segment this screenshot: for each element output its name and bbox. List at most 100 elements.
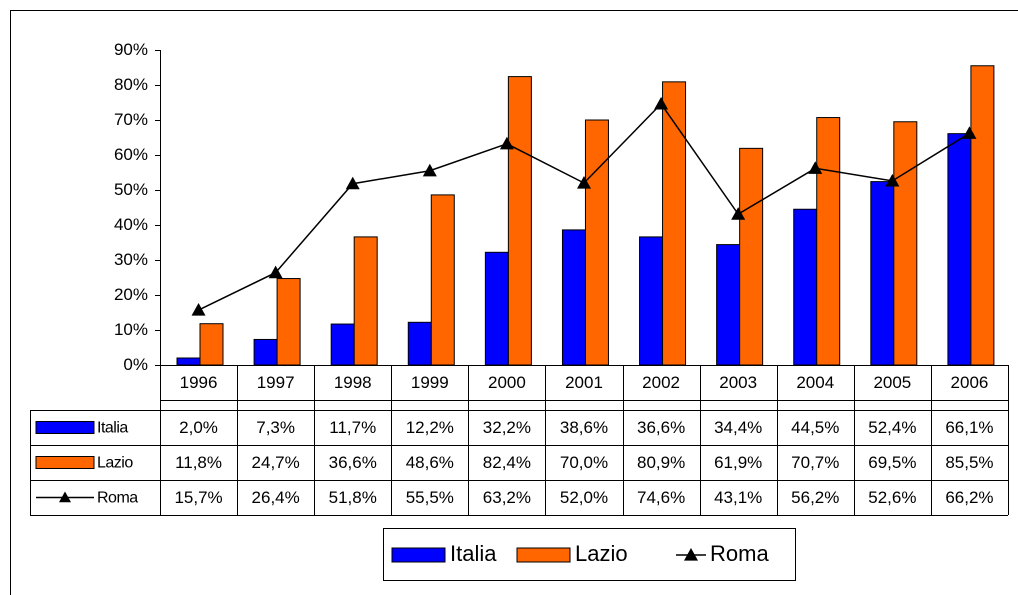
table-cell: 11,7%	[329, 418, 376, 437]
x-tick-label: 2002	[642, 373, 680, 392]
table-cell: 7,3%	[256, 418, 295, 437]
line-marker	[191, 303, 206, 316]
y-tick-label: 80%	[114, 75, 148, 94]
legend-key	[35, 456, 95, 469]
table-cell: 2,0%	[179, 418, 218, 437]
bar	[947, 133, 972, 366]
bar	[716, 244, 741, 366]
y-tick-label: 20%	[114, 285, 148, 304]
table-cell: 15,7%	[174, 488, 222, 507]
y-tick-label: 40%	[114, 215, 148, 234]
line-marker	[808, 161, 823, 174]
legend-label: Lazio	[575, 541, 628, 566]
table-cell: 43,1%	[714, 488, 762, 507]
legend-label: Italia	[450, 541, 497, 566]
table-cell: 66,2%	[945, 488, 993, 507]
legend-box	[383, 528, 796, 581]
bar	[353, 236, 378, 366]
y-tick-label: 70%	[114, 110, 148, 129]
y-tick-label: 10%	[114, 320, 148, 339]
table-cell: 70,0%	[560, 453, 608, 472]
y-tick-label: 60%	[114, 145, 148, 164]
table-cell: 44,5%	[791, 418, 839, 437]
table-cell: 51,8%	[329, 488, 377, 507]
y-tick-label: 90%	[114, 40, 148, 59]
table-cell: 69,5%	[868, 453, 916, 472]
line-marker	[268, 265, 283, 279]
table-cell: 55,5%	[406, 488, 454, 507]
line-marker	[731, 207, 746, 220]
bar	[276, 278, 301, 366]
x-tick-label: 1997	[257, 373, 295, 392]
y-tick-label: 50%	[114, 180, 148, 199]
legend-key	[516, 547, 571, 563]
legend-key	[391, 547, 446, 563]
table-cell: 52,6%	[868, 488, 916, 507]
table-cell: 36,6%	[637, 418, 685, 437]
legend-key	[35, 421, 95, 434]
bar	[662, 81, 687, 366]
y-tick-label: 30%	[114, 250, 148, 269]
bar	[507, 76, 532, 366]
table-cell: 74,6%	[637, 488, 685, 507]
table-cell: 24,7%	[252, 453, 300, 472]
line-marker	[885, 173, 900, 187]
line-marker	[577, 176, 591, 189]
table-cell: 12,2%	[406, 418, 454, 437]
table-cell: 52,0%	[560, 488, 608, 507]
table-series-label: Roma	[97, 490, 138, 507]
bar	[816, 117, 841, 366]
bar	[870, 181, 895, 366]
table-cell: 48,6%	[406, 453, 454, 472]
table-cell: 56,2%	[791, 488, 839, 507]
chart-border	[10, 10, 1018, 595]
x-tick-label: 1998	[334, 373, 372, 392]
line-marker	[962, 126, 977, 139]
x-tick-label: 1999	[411, 373, 449, 392]
bar	[561, 229, 586, 366]
x-tick-label: 1996	[180, 373, 218, 392]
table-cell: 80,9%	[637, 453, 685, 472]
x-tick-label: 2001	[565, 373, 603, 392]
table-series-label: Italia	[97, 420, 128, 437]
bar	[484, 251, 509, 366]
x-tick-label: 2004	[796, 373, 834, 392]
bar	[407, 321, 432, 366]
table-cell: 26,4%	[252, 488, 300, 507]
bar	[970, 65, 995, 366]
legend-key-marker	[59, 491, 71, 503]
x-tick-label: 2005	[873, 373, 911, 392]
table-series-label: Lazio	[97, 455, 133, 472]
table-cell: 52,4%	[868, 418, 916, 437]
y-tick-label: 0%	[123, 355, 148, 374]
table-cell: 63,2%	[483, 488, 531, 507]
legend-label: Roma	[710, 541, 769, 566]
table-cell: 66,1%	[945, 418, 993, 437]
bar	[639, 236, 664, 366]
table-cell: 32,2%	[483, 418, 531, 437]
table-cell: 70,7%	[791, 453, 839, 472]
line-marker	[422, 163, 437, 177]
x-tick-label: 2003	[719, 373, 757, 392]
bar	[330, 323, 355, 366]
table-cell: 38,6%	[560, 418, 608, 437]
table-cell: 36,6%	[329, 453, 377, 472]
x-tick-label: 2000	[488, 373, 526, 392]
table-cell: 34,4%	[714, 418, 762, 437]
bar	[430, 194, 455, 366]
table-cell: 82,4%	[483, 453, 531, 472]
bar	[176, 357, 201, 366]
bar	[199, 323, 224, 366]
bar	[793, 208, 818, 366]
x-tick-label: 2006	[951, 373, 989, 392]
bar	[739, 147, 764, 366]
line-marker	[654, 96, 669, 110]
bar	[584, 119, 609, 366]
line-marker	[499, 136, 514, 150]
bar	[893, 121, 918, 366]
bar	[253, 338, 278, 366]
table-cell: 11,8%	[175, 453, 222, 472]
legend-key-marker	[684, 548, 698, 561]
line-marker	[345, 176, 360, 190]
